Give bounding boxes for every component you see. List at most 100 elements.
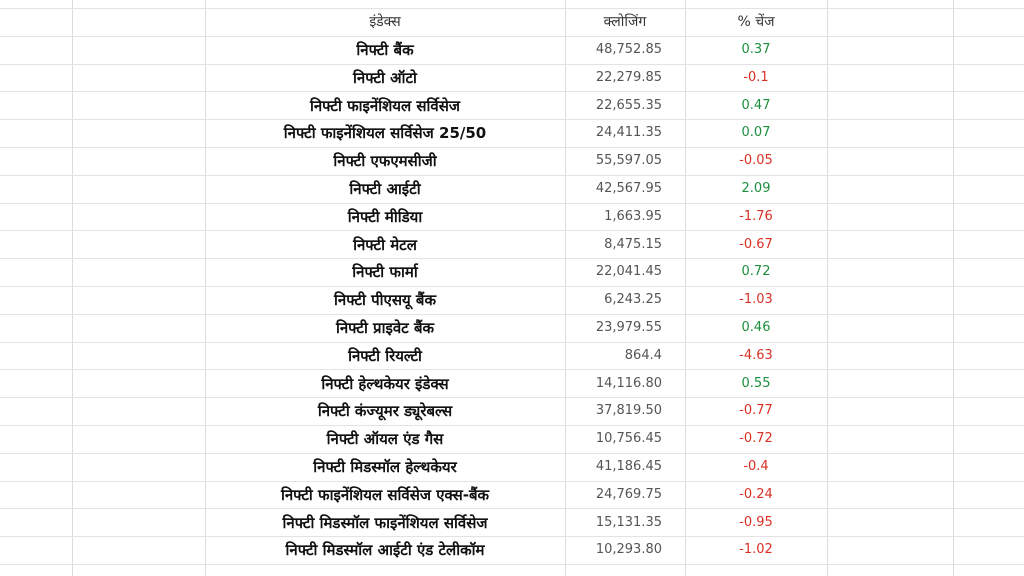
table-row: निफ्टी मिडस्मॉल हेल्थकेयर 41,186.45 -0.4	[0, 453, 1024, 481]
percent-change-cell[interactable]: -0.67	[739, 237, 773, 252]
percent-change-cell[interactable]: -0.24	[739, 487, 773, 502]
percent-change-cell[interactable]: 0.37	[741, 42, 771, 57]
percent-change-cell[interactable]: -1.02	[739, 542, 773, 557]
row-divider	[0, 258, 1024, 259]
index-name-cell[interactable]: निफ्टी आईटी	[349, 180, 421, 198]
column-divider	[953, 0, 954, 576]
table-row: निफ्टी बैंक 48,752.85 0.37	[0, 36, 1024, 64]
table-row: निफ्टी फाइनेंशियल सर्विसेज 22,655.35 0.47	[0, 92, 1024, 120]
table-row: निफ्टी ऑटो 22,279.85 -0.1	[0, 64, 1024, 92]
index-name-cell[interactable]: निफ्टी ऑटो	[353, 69, 417, 87]
row-divider	[0, 8, 1024, 9]
table-row: निफ्टी मेटल 8,475.15 -0.67	[0, 231, 1024, 259]
row-divider	[0, 230, 1024, 231]
closing-value-cell[interactable]: 41,186.45	[595, 459, 662, 474]
index-name-cell[interactable]: निफ्टी हेल्थकेयर इंडेक्स	[321, 375, 449, 393]
row-divider	[0, 453, 1024, 454]
row-divider	[0, 119, 1024, 120]
table-row: निफ्टी कंज्यूमर ड्यूरेबल्स 37,819.50 -0.77	[0, 397, 1024, 425]
index-name-cell[interactable]: निफ्टी मेटल	[353, 236, 417, 254]
index-name-cell[interactable]: निफ्टी कंज्यूमर ड्यूरेबल्स	[317, 402, 453, 420]
closing-value-cell[interactable]: 24,769.75	[595, 487, 662, 502]
column-divider	[565, 0, 566, 576]
closing-value-cell[interactable]: 6,243.25	[604, 292, 662, 307]
table-row: निफ्टी फार्मा 22,041.45 0.72	[0, 258, 1024, 286]
percent-change-cell[interactable]: -0.95	[739, 515, 773, 530]
table-row: निफ्टी पीएसयू बैंक 6,243.25 -1.03	[0, 286, 1024, 314]
percent-change-cell[interactable]: -4.63	[739, 348, 773, 363]
index-name-cell[interactable]: निफ्टी फाइनेंशियल सर्विसेज एक्स-बैंक	[280, 486, 490, 504]
table-row: निफ्टी आईटी 42,567.95 2.09	[0, 175, 1024, 203]
table-row: निफ्टी ऑयल एंड गैस 10,756.45 -0.72	[0, 425, 1024, 453]
percent-change-cell[interactable]: 0.47	[741, 98, 771, 113]
closing-value-cell[interactable]: 8,475.15	[604, 237, 662, 252]
row-divider	[0, 175, 1024, 176]
row-divider	[0, 536, 1024, 537]
column-divider	[685, 0, 686, 576]
index-name-cell[interactable]: निफ्टी प्राइवेट बैंक	[335, 319, 435, 337]
table-row: निफ्टी रियल्टी 864.4 -4.63	[0, 342, 1024, 370]
index-name-cell[interactable]: निफ्टी एफएमसीजी	[333, 152, 437, 170]
closing-value-cell[interactable]: 10,293.80	[595, 542, 662, 557]
closing-value-cell[interactable]: 24,411.35	[595, 125, 662, 140]
index-name-cell[interactable]: निफ्टी रियल्टी	[348, 347, 422, 365]
header-row: इंडेक्स क्लोजिंग % चेंज	[0, 8, 1024, 36]
column-divider	[827, 0, 828, 576]
closing-value-cell[interactable]: 48,752.85	[595, 42, 662, 57]
percent-change-cell[interactable]: 0.55	[741, 376, 771, 391]
table-row: निफ्टी मिडस्मॉल फाइनेंशियल सर्विसेज 15,13…	[0, 509, 1024, 537]
row-divider	[0, 203, 1024, 204]
row-divider	[0, 369, 1024, 370]
closing-value-cell[interactable]: 42,567.95	[595, 181, 662, 196]
table-row: निफ्टी मीडिया 1,663.95 -1.76	[0, 203, 1024, 231]
closing-value-cell[interactable]: 37,819.50	[595, 403, 662, 418]
header-change[interactable]: % चेंज	[737, 14, 775, 30]
row-divider	[0, 147, 1024, 148]
index-name-cell[interactable]: निफ्टी पीएसयू बैंक	[334, 291, 436, 309]
closing-value-cell[interactable]: 15,131.35	[595, 515, 662, 530]
closing-value-cell[interactable]: 55,597.05	[595, 153, 662, 168]
closing-value-cell[interactable]: 14,116.80	[595, 376, 662, 391]
closing-value-cell[interactable]: 23,979.55	[595, 320, 662, 335]
index-name-cell[interactable]: निफ्टी फाइनेंशियल सर्विसेज 25/50	[283, 124, 487, 142]
row-divider	[0, 36, 1024, 37]
percent-change-cell[interactable]: 2.09	[741, 181, 771, 196]
table-row: निफ्टी प्राइवेट बैंक 23,979.55 0.46	[0, 314, 1024, 342]
index-name-cell[interactable]: निफ्टी मिडस्मॉल हेल्थकेयर	[313, 458, 457, 476]
table-row: निफ्टी मिडस्मॉल आईटी एंड टेलीकॉम 10,293.8…	[0, 536, 1024, 564]
percent-change-cell[interactable]: -0.1	[743, 70, 769, 85]
percent-change-cell[interactable]: 0.72	[741, 264, 771, 279]
closing-value-cell[interactable]: 22,041.45	[595, 264, 662, 279]
percent-change-cell[interactable]: 0.46	[741, 320, 771, 335]
index-name-cell[interactable]: निफ्टी फाइनेंशियल सर्विसेज	[309, 97, 461, 115]
percent-change-cell[interactable]: -0.72	[739, 431, 773, 446]
column-divider	[205, 0, 206, 576]
closing-value-cell[interactable]: 10,756.45	[595, 431, 662, 446]
closing-value-cell[interactable]: 864.4	[624, 348, 662, 363]
percent-change-cell[interactable]: -0.05	[739, 153, 773, 168]
percent-change-cell[interactable]: -0.4	[743, 459, 769, 474]
closing-value-cell[interactable]: 1,663.95	[604, 209, 662, 224]
header-closing[interactable]: क्लोजिंग	[603, 14, 647, 30]
percent-change-cell[interactable]: -0.77	[739, 403, 773, 418]
percent-change-cell[interactable]: 0.07	[741, 125, 771, 140]
percent-change-cell[interactable]: -1.03	[739, 292, 773, 307]
row-divider	[0, 481, 1024, 482]
column-divider	[72, 0, 73, 576]
index-name-cell[interactable]: निफ्टी बैंक	[356, 41, 414, 59]
closing-value-cell[interactable]: 22,279.85	[595, 70, 662, 85]
row-divider	[0, 397, 1024, 398]
row-divider	[0, 425, 1024, 426]
index-name-cell[interactable]: निफ्टी फार्मा	[352, 263, 418, 281]
index-name-cell[interactable]: निफ्टी मिडस्मॉल आईटी एंड टेलीकॉम	[285, 541, 485, 559]
percent-change-cell[interactable]: -1.76	[739, 209, 773, 224]
closing-value-cell[interactable]: 22,655.35	[595, 98, 662, 113]
index-name-cell[interactable]: निफ्टी ऑयल एंड गैस	[326, 430, 444, 448]
index-name-cell[interactable]: निफ्टी मिडस्मॉल फाइनेंशियल सर्विसेज	[282, 514, 488, 532]
row-divider	[0, 314, 1024, 315]
index-name-cell[interactable]: निफ्टी मीडिया	[347, 208, 423, 226]
header-index[interactable]: इंडेक्स	[369, 14, 401, 30]
row-divider	[0, 564, 1024, 565]
row-divider	[0, 91, 1024, 92]
